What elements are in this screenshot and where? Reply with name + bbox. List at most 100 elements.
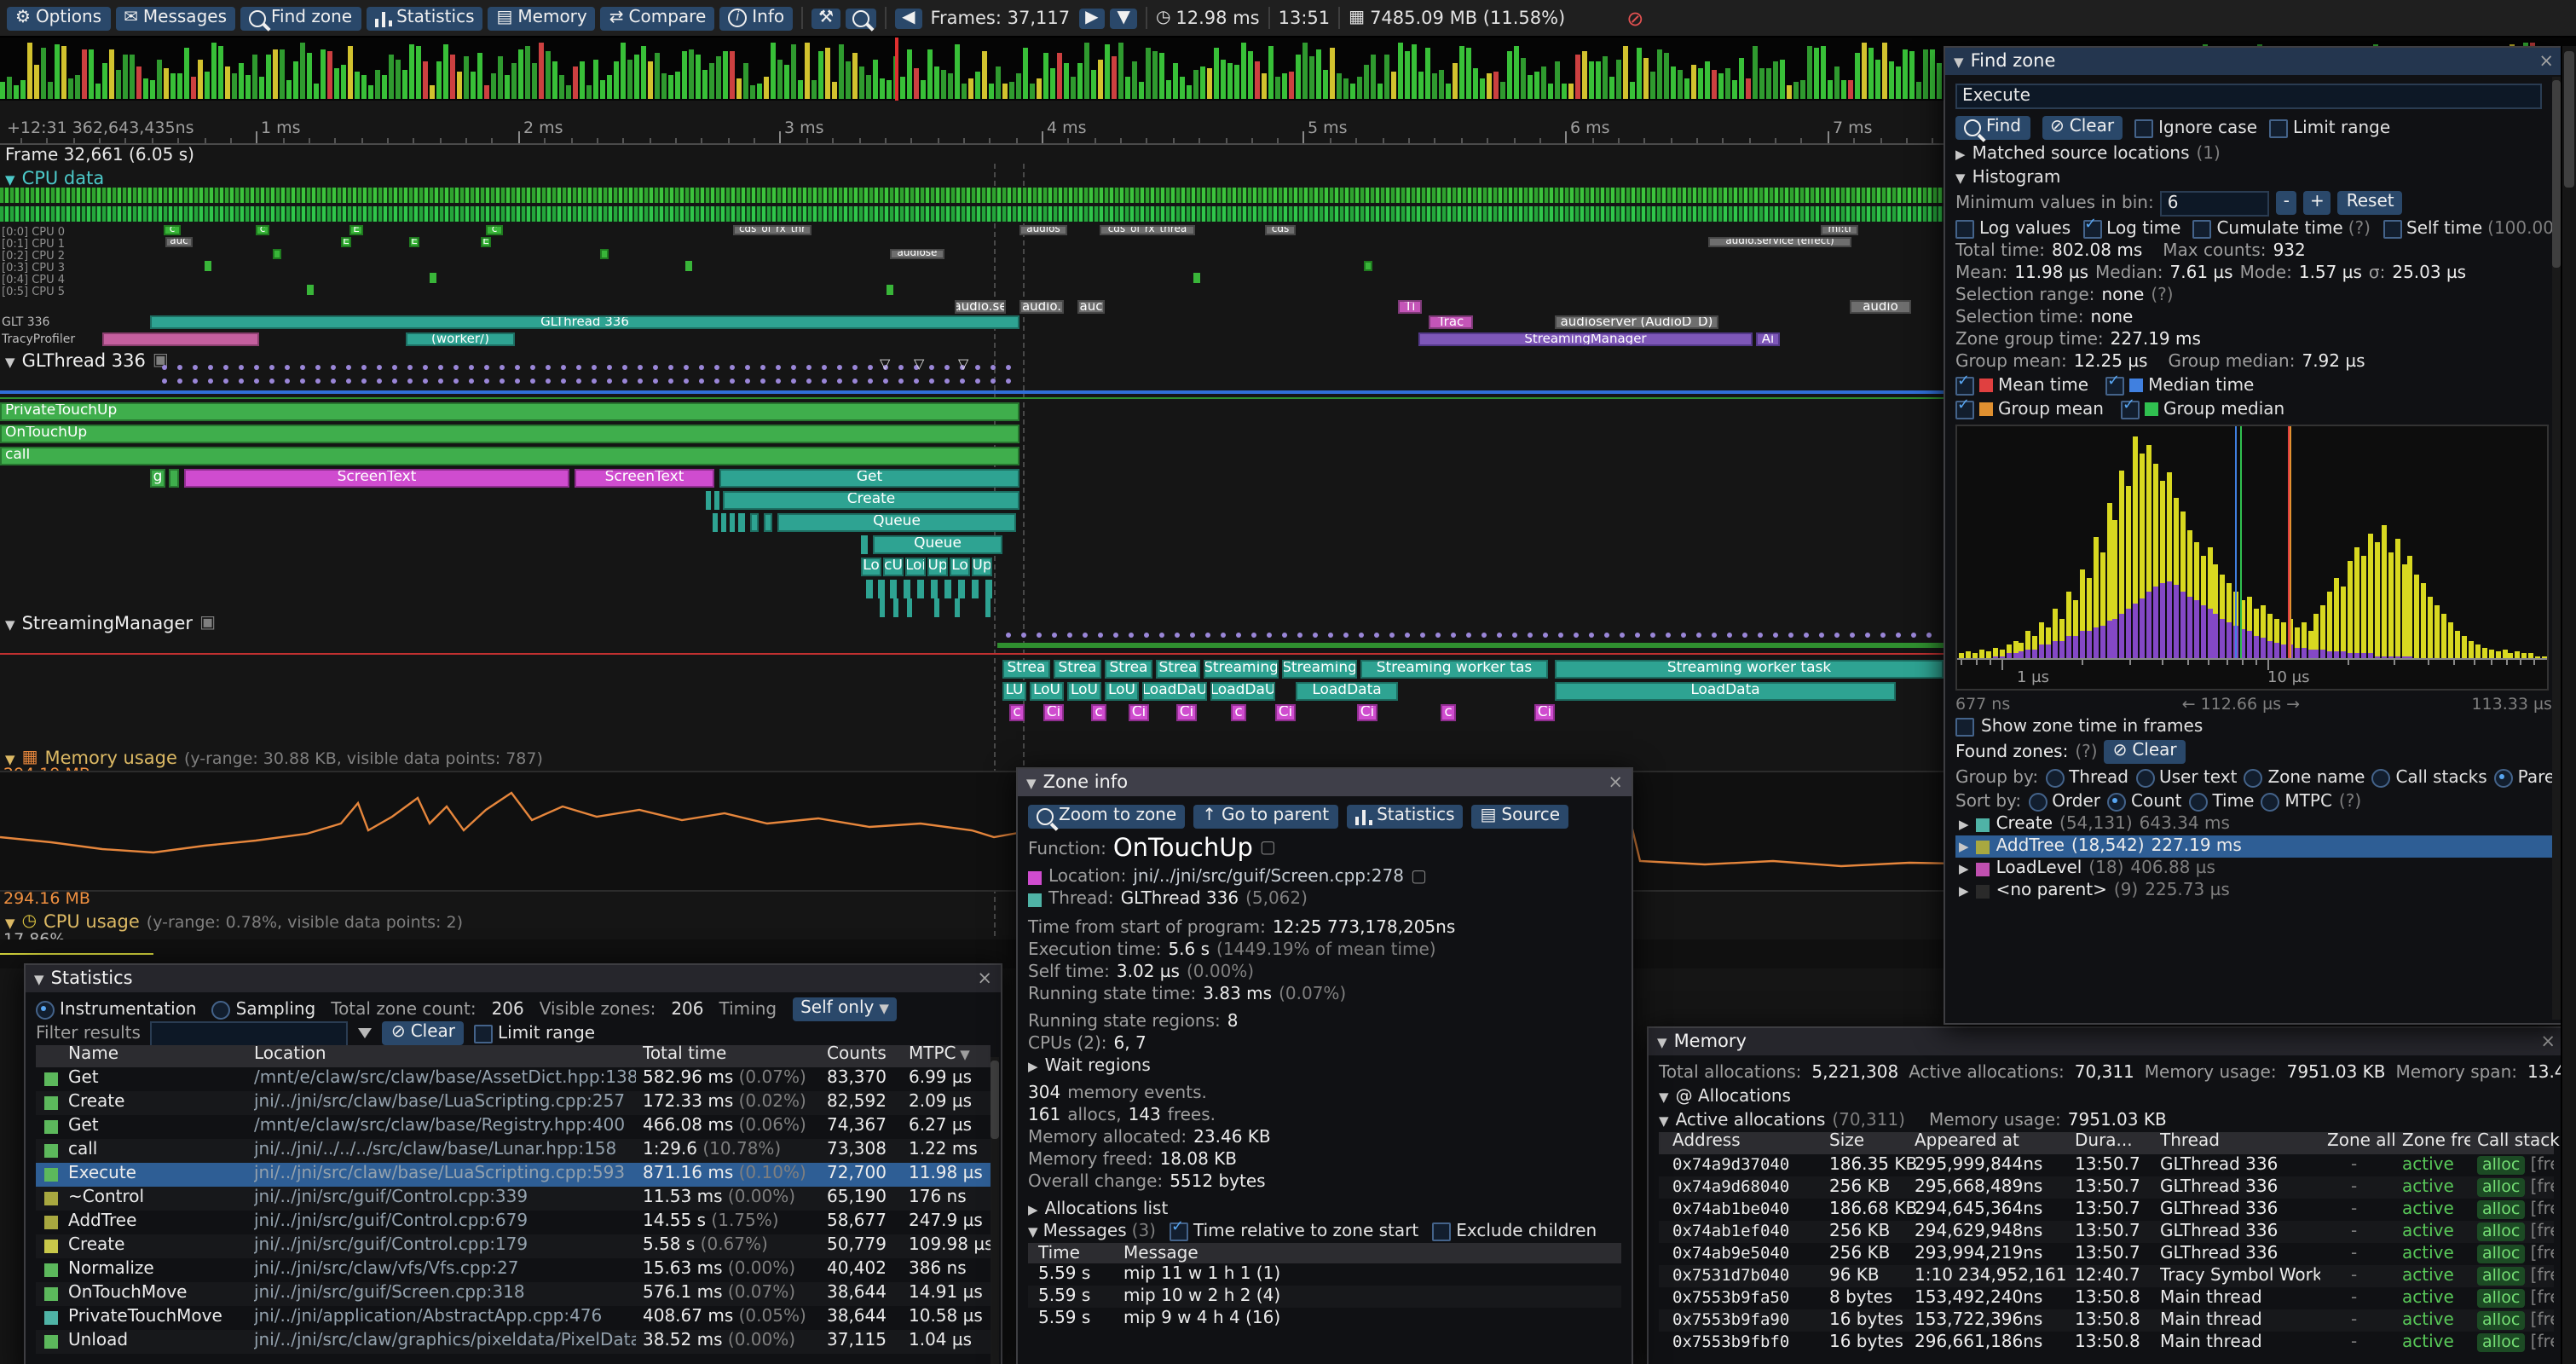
message-dot[interactable] xyxy=(1819,633,1824,638)
message-dot[interactable] xyxy=(315,379,321,384)
frame-bar[interactable] xyxy=(177,73,182,99)
frame-bar[interactable] xyxy=(1193,70,1198,99)
zone[interactable] xyxy=(861,535,868,554)
statistics-row[interactable]: Unload jni/../jni/src/claw/graphics/pixel… xyxy=(36,1330,991,1354)
message-dot[interactable] xyxy=(1006,379,1011,384)
message-dot[interactable] xyxy=(1604,633,1609,638)
pin-icon[interactable]: ▣ xyxy=(199,614,216,633)
toolbar-button-compare[interactable]: ⇄ Compare xyxy=(600,6,715,30)
zone[interactable] xyxy=(307,285,314,295)
collapse-icon[interactable]: ▼ xyxy=(1026,775,1037,790)
frame-bar[interactable] xyxy=(1746,78,1751,99)
frame-bar[interactable] xyxy=(607,75,612,99)
message-dot[interactable] xyxy=(162,365,167,370)
message-dot[interactable] xyxy=(453,365,459,370)
frame-bar[interactable] xyxy=(1166,80,1171,99)
frame-bar[interactable] xyxy=(1446,84,1451,99)
frame-bar[interactable] xyxy=(95,84,101,99)
frame-bar[interactable] xyxy=(1882,43,1887,99)
frame-bar[interactable] xyxy=(559,75,564,99)
frame-bar[interactable] xyxy=(1043,53,1048,99)
frame-bar[interactable] xyxy=(218,46,223,99)
frame-bar[interactable] xyxy=(75,75,80,99)
message-dot[interactable] xyxy=(1926,633,1932,638)
zone[interactable]: ScreenText xyxy=(575,469,714,488)
message-dot[interactable] xyxy=(944,365,950,370)
message-dot[interactable] xyxy=(515,379,520,384)
frame-bar[interactable] xyxy=(675,72,680,99)
frame-bar[interactable] xyxy=(109,49,114,99)
zone[interactable]: Lo xyxy=(861,558,881,576)
frame-bar[interactable] xyxy=(68,78,73,99)
frame-bar[interactable] xyxy=(245,75,251,99)
message-dot[interactable] xyxy=(469,365,474,370)
message-dot[interactable] xyxy=(1006,365,1011,370)
frame-bar[interactable] xyxy=(1630,82,1635,99)
message-dot[interactable] xyxy=(315,365,321,370)
frame-bar[interactable] xyxy=(641,46,646,99)
goto-frame-button[interactable] xyxy=(846,8,877,28)
frame-bar[interactable] xyxy=(1868,48,1874,99)
expand-icon[interactable]: ▶ xyxy=(1959,839,1969,854)
zone[interactable]: Ci xyxy=(1534,704,1555,721)
message-dot[interactable] xyxy=(1389,633,1395,638)
frame-bar[interactable] xyxy=(948,73,953,99)
zone[interactable] xyxy=(934,598,939,617)
min-bin-input[interactable]: 6 xyxy=(2160,190,2270,216)
frame-bar[interactable] xyxy=(798,80,803,99)
message-dot[interactable] xyxy=(1282,633,1287,638)
zone[interactable]: (worker/) xyxy=(406,332,515,346)
frame-bar[interactable] xyxy=(1425,48,1430,99)
frame-bar[interactable] xyxy=(355,72,360,99)
message-dot[interactable] xyxy=(745,365,750,370)
column-header-counts[interactable]: Counts xyxy=(827,1045,887,1064)
frame-bar[interactable] xyxy=(34,65,39,99)
message-dot[interactable] xyxy=(1006,633,1011,638)
zone[interactable] xyxy=(904,580,910,598)
mean-time-checkbox[interactable]: Mean time xyxy=(1955,373,2088,395)
frame-bar[interactable] xyxy=(1896,66,1901,99)
radio-user-text[interactable]: User text xyxy=(2135,768,2237,787)
frame-bar[interactable] xyxy=(191,77,196,99)
message-dot[interactable] xyxy=(592,379,597,384)
frame-bar[interactable] xyxy=(1548,84,1553,99)
message-dot[interactable] xyxy=(714,379,719,384)
zone[interactable]: StreamingManager xyxy=(1418,332,1753,346)
frame-bar[interactable] xyxy=(1459,46,1464,99)
message-dot[interactable] xyxy=(622,365,627,370)
zone[interactable]: LoadDaU xyxy=(1142,682,1207,701)
message-dot[interactable] xyxy=(699,365,704,370)
zone[interactable]: call xyxy=(0,447,1019,465)
frame-bar[interactable] xyxy=(1834,66,1840,99)
message-dot[interactable] xyxy=(1067,633,1072,638)
zone[interactable] xyxy=(764,513,772,532)
message-dot[interactable] xyxy=(561,365,566,370)
frame-bar[interactable] xyxy=(1596,61,1601,99)
toolbar-button-find-zone[interactable]: Find zone xyxy=(240,6,361,30)
frame-bar[interactable] xyxy=(348,46,353,99)
frame-bar[interactable] xyxy=(1473,68,1478,99)
disconnect-icon[interactable]: ⊘ xyxy=(1626,6,1644,30)
zone[interactable]: auc xyxy=(165,237,193,247)
zone[interactable] xyxy=(944,580,951,598)
frame-bar[interactable] xyxy=(1643,58,1649,99)
message-dot[interactable] xyxy=(883,365,888,370)
frame-bar[interactable] xyxy=(661,73,667,99)
frame-bar[interactable] xyxy=(1118,43,1123,99)
frame-bar[interactable] xyxy=(150,80,155,99)
frame-bar[interactable] xyxy=(157,60,162,99)
message-dot[interactable] xyxy=(1205,633,1210,638)
statistics-row[interactable]: call jni/../jni/../../../src/claw/base/Lu… xyxy=(36,1139,991,1163)
message-dot[interactable] xyxy=(607,365,612,370)
frame-bar[interactable] xyxy=(736,78,742,99)
message-dot[interactable] xyxy=(668,365,673,370)
frame-bar[interactable] xyxy=(48,82,53,99)
message-dot[interactable] xyxy=(1052,633,1057,638)
frame-bar[interactable] xyxy=(566,85,571,99)
frame-bar[interactable] xyxy=(382,75,387,99)
frame-bar[interactable] xyxy=(1923,49,1928,99)
group-mean-checkbox[interactable]: Group mean xyxy=(1955,396,2104,419)
location-value[interactable]: jni/../jni/src/guif/Screen.cpp:278 xyxy=(1133,868,1404,887)
frame-bar[interactable] xyxy=(900,77,905,99)
column-header-mtpc[interactable]: MTPC ▼ xyxy=(909,1045,970,1064)
